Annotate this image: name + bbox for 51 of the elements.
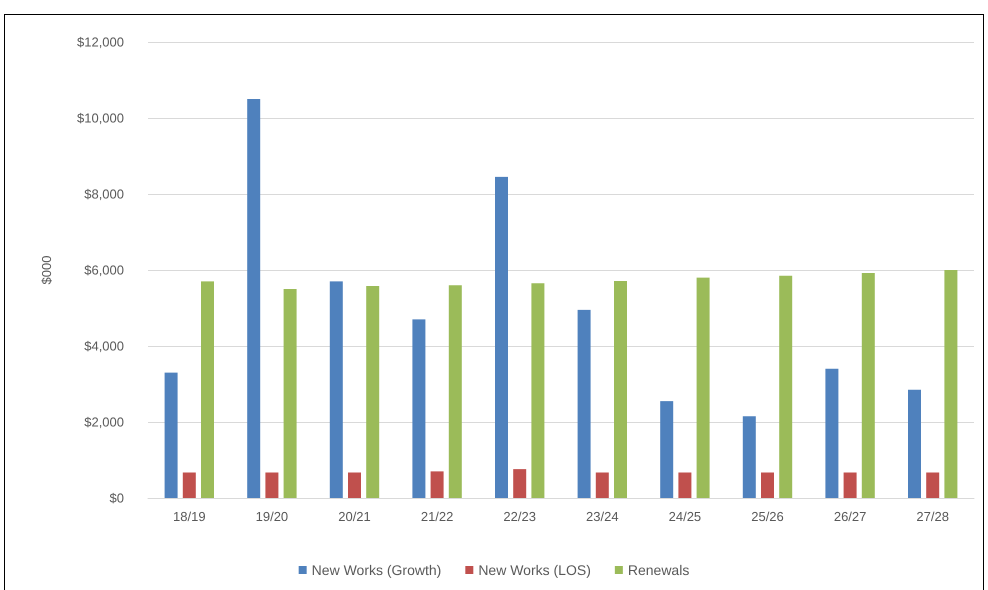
- x-tick-label: 25/26: [751, 509, 784, 524]
- bar: [862, 273, 875, 498]
- legend-label: New Works (Growth): [312, 562, 442, 578]
- bar: [448, 285, 462, 498]
- y-tick-label: $4,000: [84, 338, 124, 354]
- bar: [678, 472, 692, 498]
- y-tick-label: $8,000: [84, 186, 124, 202]
- y-axis-title: $000: [39, 256, 54, 284]
- bar: [348, 472, 361, 498]
- y-tick-label: $6,000: [84, 262, 124, 278]
- bar: [201, 281, 214, 498]
- bar: [696, 278, 710, 498]
- x-tick-label: 23/24: [586, 509, 619, 524]
- bar: [366, 286, 380, 498]
- bar: [596, 472, 609, 498]
- bar: [284, 289, 297, 498]
- bar: [660, 401, 674, 498]
- bar: [412, 319, 426, 498]
- x-tick-label: 22/23: [503, 509, 536, 524]
- bar: [825, 368, 838, 498]
- bar: [908, 390, 921, 498]
- x-tick-label: 21/22: [420, 509, 454, 524]
- y-tick-label: $2,000: [84, 414, 124, 430]
- bar: [742, 416, 756, 498]
- legend-label: New Works (LOS): [478, 562, 591, 578]
- bar: [330, 281, 343, 498]
- bar: [844, 472, 857, 498]
- bar: [761, 472, 774, 498]
- bar: [926, 472, 940, 498]
- y-tick-label: $10,000: [77, 110, 124, 126]
- bar: [513, 469, 526, 498]
- x-tick-label: 18/19: [173, 509, 206, 524]
- x-tick-label: 24/25: [668, 509, 702, 524]
- y-tick-label: $0: [110, 490, 124, 506]
- x-tick-label: 19/20: [256, 509, 288, 524]
- bar: [430, 471, 444, 498]
- bar: [495, 176, 508, 498]
- bar: [779, 276, 792, 498]
- bar: [164, 372, 178, 498]
- y-tick-label: $12,000: [77, 34, 124, 50]
- bar: [578, 310, 591, 498]
- x-tick-label: 27/28: [916, 509, 949, 524]
- bar: [531, 283, 544, 498]
- bar: [247, 99, 260, 498]
- bar: [265, 472, 278, 498]
- bar: [614, 281, 627, 498]
- x-tick-label: 26/27: [834, 509, 866, 524]
- x-tick-label: 20/21: [338, 509, 371, 524]
- bar: [182, 472, 196, 498]
- legend-label: Renewals: [628, 562, 690, 578]
- bar: [944, 270, 958, 498]
